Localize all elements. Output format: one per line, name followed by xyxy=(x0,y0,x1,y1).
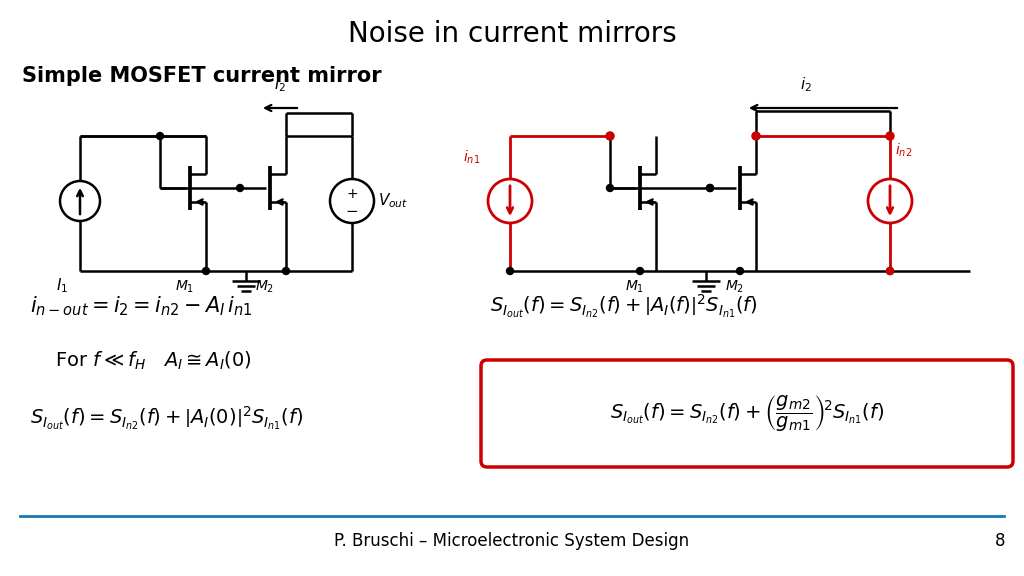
Text: 8: 8 xyxy=(994,532,1005,550)
Text: $S_{I_{out}}(f) = S_{I_{n2}}(f) + \left(\dfrac{g_{m2}}{g_{m1}}\right)^{\!2} S_{I: $S_{I_{out}}(f) = S_{I_{n2}}(f) + \left(… xyxy=(610,393,884,434)
Circle shape xyxy=(752,132,760,140)
Circle shape xyxy=(283,267,290,275)
Text: $M_2$: $M_2$ xyxy=(725,279,744,295)
Text: $i_2$: $i_2$ xyxy=(800,75,812,94)
Text: $i_{n-out} = i_2 = i_{n2} - A_I\,i_{n1}$: $i_{n-out} = i_2 = i_{n2} - A_I\,i_{n1}$ xyxy=(30,294,253,318)
Text: $M_1$: $M_1$ xyxy=(626,279,645,295)
Text: $+$: $+$ xyxy=(346,187,358,201)
Text: $V_{out}$: $V_{out}$ xyxy=(378,192,409,210)
Circle shape xyxy=(507,267,513,275)
Text: $-$: $-$ xyxy=(345,202,358,217)
Text: $S_{I_{out}}(f) = S_{I_{n2}}(f) + \left|A_I(f)\right|^2 S_{I_{n1}}(f)$: $S_{I_{out}}(f) = S_{I_{n2}}(f) + \left|… xyxy=(490,292,758,320)
Circle shape xyxy=(237,184,244,191)
Circle shape xyxy=(203,267,210,275)
Circle shape xyxy=(707,184,714,191)
Circle shape xyxy=(606,132,614,140)
Text: $I_2$: $I_2$ xyxy=(273,75,286,94)
Circle shape xyxy=(736,267,743,275)
Circle shape xyxy=(753,132,760,139)
Text: $i_{n1}$: $i_{n1}$ xyxy=(463,149,480,166)
Circle shape xyxy=(606,132,613,139)
Text: $M_2$: $M_2$ xyxy=(255,279,274,295)
Circle shape xyxy=(886,132,894,140)
Text: $S_{I_{out}}(f) = S_{I_{n2}}(f) + \left|A_I(0)\right|^2 S_{I_{n1}}(f)$: $S_{I_{out}}(f) = S_{I_{n2}}(f) + \left|… xyxy=(30,404,303,432)
Circle shape xyxy=(887,267,894,275)
FancyBboxPatch shape xyxy=(481,360,1013,467)
Text: $\mathrm{For}\ f \ll f_H \quad A_I \cong A_I\left(0\right)$: $\mathrm{For}\ f \ll f_H \quad A_I \cong… xyxy=(55,350,252,372)
Text: $I_1$: $I_1$ xyxy=(56,276,69,295)
Circle shape xyxy=(157,132,164,139)
Text: P. Bruschi – Microelectronic System Design: P. Bruschi – Microelectronic System Desi… xyxy=(335,532,689,550)
Circle shape xyxy=(887,267,894,275)
Text: Noise in current mirrors: Noise in current mirrors xyxy=(347,20,677,48)
Text: $i_{n2}$: $i_{n2}$ xyxy=(895,142,912,159)
Circle shape xyxy=(606,184,613,191)
Circle shape xyxy=(637,267,643,275)
Circle shape xyxy=(707,184,714,191)
Text: Simple MOSFET current mirror: Simple MOSFET current mirror xyxy=(22,66,382,86)
Text: $M_1$: $M_1$ xyxy=(175,279,195,295)
